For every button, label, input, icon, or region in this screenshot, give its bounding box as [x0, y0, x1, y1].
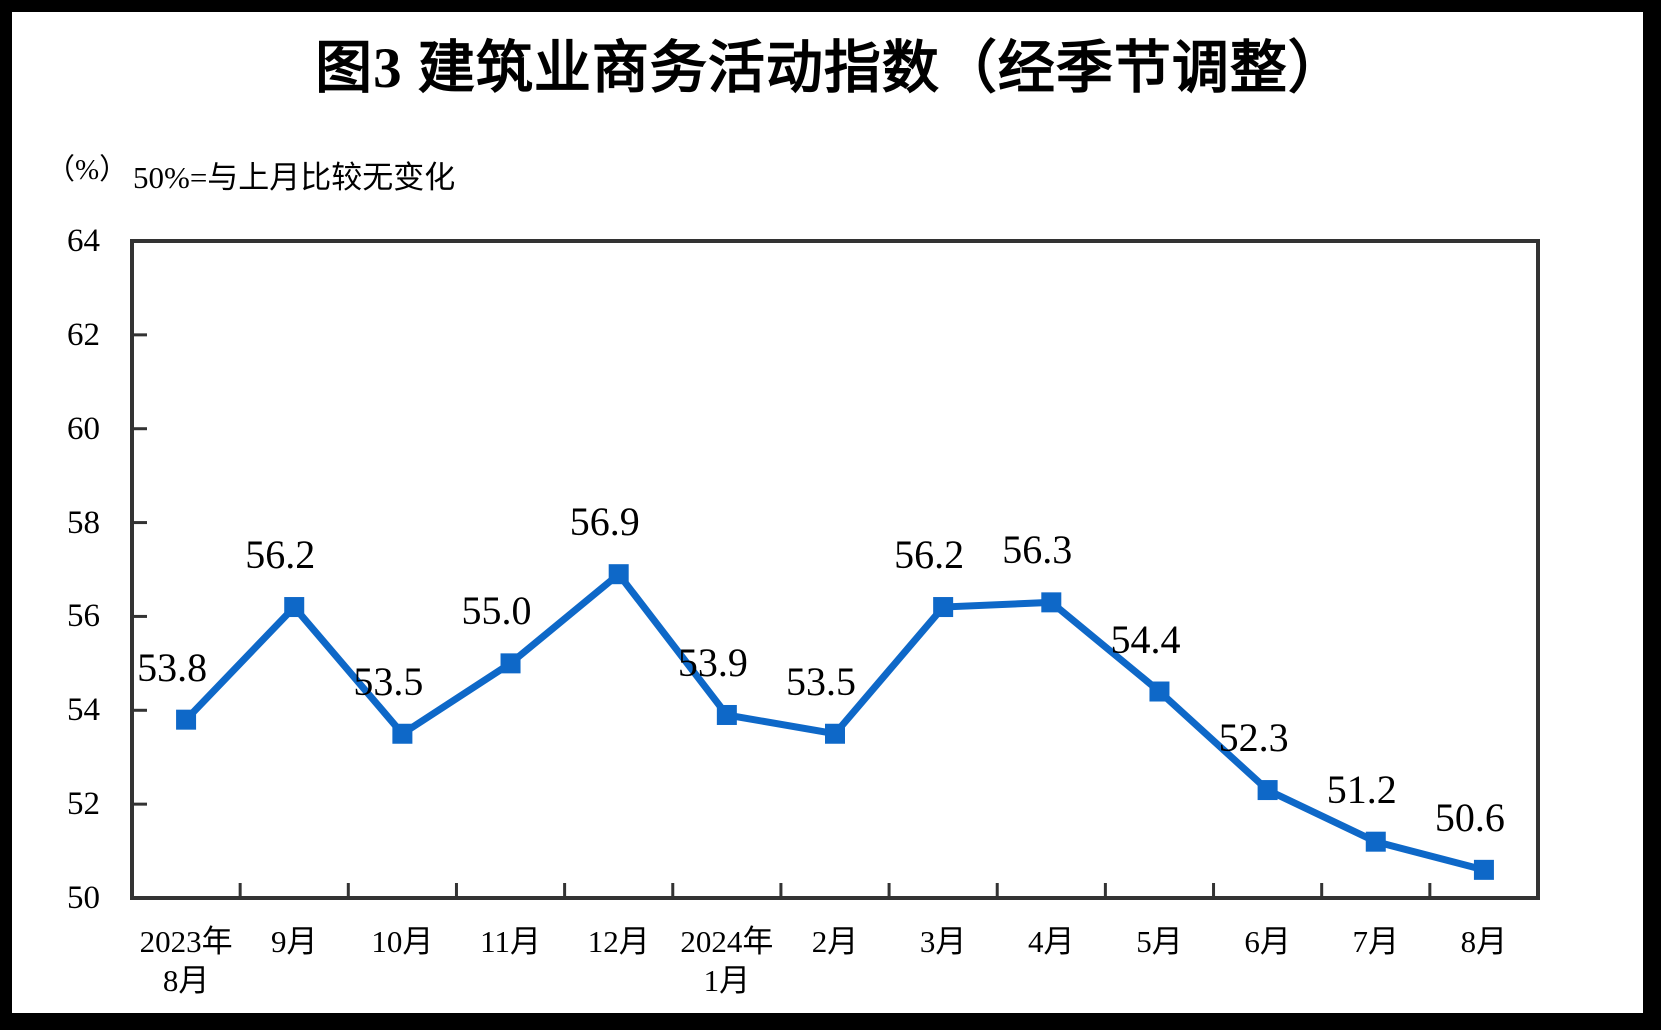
x-axis-label: 2024年 1月 [680, 924, 774, 998]
x-axis-label: 12月 [587, 924, 650, 959]
data-label: 55.0 [461, 588, 532, 634]
y-axis-label: 58 [67, 504, 100, 541]
x-axis-label: 8月 [1460, 924, 1508, 959]
y-axis-label: 54 [67, 692, 100, 729]
x-axis-label: 10月 [371, 924, 434, 959]
data-label: 56.9 [569, 499, 640, 545]
data-label: 53.8 [137, 644, 208, 690]
data-label: 53.5 [353, 658, 424, 704]
data-point-marker [1365, 831, 1386, 852]
x-axis-label: 9月 [270, 924, 318, 959]
x-axis-label: 11月 [480, 924, 541, 959]
data-point-marker [284, 597, 305, 618]
data-label: 54.4 [1110, 616, 1181, 662]
data-label: 56.2 [245, 532, 316, 578]
y-axis-unit-label: （%） [46, 154, 129, 186]
x-axis-label: 3月 [919, 924, 967, 959]
x-axis-label: 2月 [811, 924, 859, 959]
data-point-marker [1041, 592, 1062, 613]
y-axis-label: 62 [67, 316, 100, 353]
data-label: 56.3 [1002, 527, 1073, 573]
data-label: 51.2 [1326, 766, 1397, 812]
x-axis-label: 2023年 8月 [139, 924, 233, 998]
data-label: 53.9 [677, 639, 748, 685]
data-point-marker [1257, 780, 1278, 801]
x-axis-label: 7月 [1352, 924, 1400, 959]
data-point-marker [1149, 681, 1170, 702]
chart-title: 图3 建筑业商务活动指数（经季节调整） [315, 37, 1346, 100]
y-axis-label: 64 [67, 223, 100, 259]
data-point-marker [1473, 859, 1494, 880]
chart-subtitle-note: 50%=与上月比较无变化 [133, 160, 456, 195]
data-point-marker [933, 597, 954, 618]
y-axis-label: 60 [67, 410, 100, 447]
x-axis-label: 4月 [1028, 924, 1075, 959]
data-label: 56.2 [894, 532, 965, 578]
y-axis-label: 56 [67, 598, 100, 635]
data-point-marker [825, 723, 845, 744]
plot-border [130, 239, 1540, 900]
x-axis-label: 6月 [1244, 924, 1291, 959]
data-point-marker [716, 704, 737, 725]
y-axis-label: 52 [67, 786, 100, 823]
data-point-marker [392, 723, 413, 744]
data-point-marker [608, 564, 629, 585]
data-point-marker [176, 709, 197, 730]
data-point-marker [500, 653, 521, 674]
y-axis-label: 50 [67, 880, 100, 916]
data-label: 53.5 [786, 658, 856, 704]
data-label: 50.6 [1434, 794, 1505, 840]
data-label: 52.3 [1218, 715, 1289, 761]
x-axis-label: 5月 [1136, 924, 1183, 959]
